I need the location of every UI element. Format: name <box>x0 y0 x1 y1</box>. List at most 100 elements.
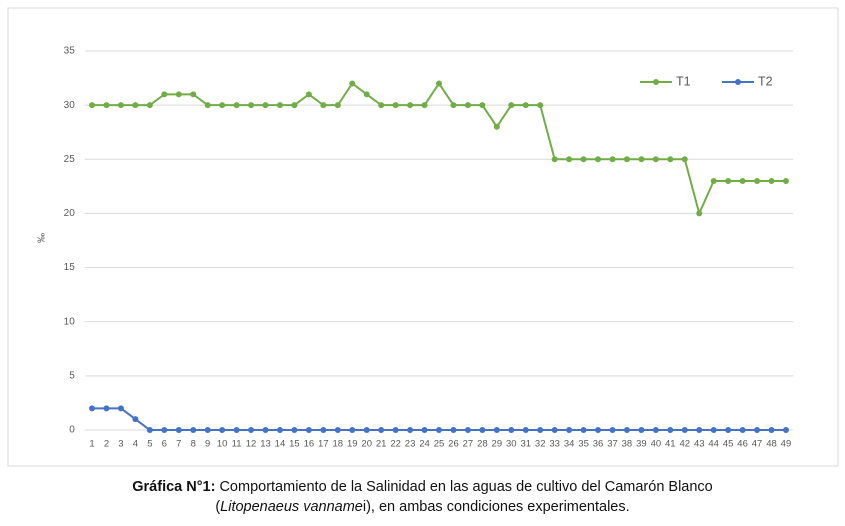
x-tick-label: 27 <box>463 439 474 450</box>
series-line <box>92 407 786 431</box>
data-point <box>276 102 283 109</box>
data-point <box>522 102 529 109</box>
data-point <box>479 102 486 109</box>
data-point <box>392 102 399 109</box>
caption-text: i), en ambas condiciones experimentales. <box>362 499 630 515</box>
data-point <box>175 427 182 433</box>
series-line <box>92 81 786 217</box>
data-point <box>638 156 645 163</box>
data-point <box>537 102 544 109</box>
caption-text: ( <box>215 499 221 515</box>
x-tick-label: 2 <box>104 439 109 450</box>
data-point <box>493 427 500 433</box>
data-point <box>464 102 471 109</box>
x-tick-label: 33 <box>549 439 560 450</box>
data-point <box>363 427 370 433</box>
data-point <box>450 427 457 433</box>
data-point <box>580 427 587 433</box>
data-point <box>117 405 124 412</box>
data-point <box>782 177 789 184</box>
data-point <box>479 427 486 433</box>
x-tick-label: 10 <box>217 439 228 450</box>
x-tick-label: 25 <box>434 439 445 450</box>
data-point <box>161 427 168 433</box>
data-point <box>595 156 602 163</box>
data-point <box>522 427 529 433</box>
data-point <box>782 427 789 433</box>
data-point <box>132 102 139 109</box>
data-point <box>363 91 370 98</box>
data-point <box>349 427 356 433</box>
data-point <box>334 427 341 433</box>
legend-marker <box>735 79 741 85</box>
x-tick-label: 42 <box>679 439 690 450</box>
x-tick-label: 20 <box>361 439 372 450</box>
data-point <box>233 102 240 109</box>
x-tick-label: 28 <box>477 439 488 450</box>
legend-marker <box>653 79 659 85</box>
data-point <box>580 156 587 163</box>
data-point <box>89 405 96 412</box>
x-tick-label: 1 <box>89 439 94 450</box>
x-tick-label: 31 <box>520 439 531 450</box>
y-axis-label: ‰ <box>37 233 48 243</box>
data-point <box>103 405 110 412</box>
caption: Gráfica N°1: Comportamiento de la Salini… <box>0 477 845 517</box>
data-point <box>667 156 674 163</box>
data-point <box>219 427 226 433</box>
y-tick-label: 30 <box>64 100 76 111</box>
data-point <box>378 427 385 433</box>
x-tick-label: 46 <box>737 439 748 450</box>
data-point <box>595 427 602 433</box>
data-point <box>421 102 428 109</box>
data-point <box>161 91 168 98</box>
x-tick-label: 39 <box>636 439 647 450</box>
data-point <box>190 91 197 98</box>
x-tick-label: 49 <box>781 439 792 450</box>
legend-label: T2 <box>758 74 773 88</box>
data-point <box>262 427 269 433</box>
x-tick-label: 48 <box>766 439 777 450</box>
data-point <box>609 427 616 433</box>
data-point <box>652 156 659 163</box>
data-point <box>566 156 573 163</box>
data-point <box>508 427 515 433</box>
data-point <box>407 102 414 109</box>
data-point <box>725 427 732 433</box>
data-point <box>638 427 645 433</box>
x-tick-label: 13 <box>260 439 271 450</box>
x-tick-label: 7 <box>176 439 181 450</box>
x-tick-label: 43 <box>694 439 705 450</box>
x-tick-label: 29 <box>492 439 503 450</box>
data-point <box>276 427 283 433</box>
data-point <box>725 177 732 184</box>
data-point <box>291 427 298 433</box>
x-tick-label: 35 <box>578 439 589 450</box>
data-point <box>219 102 226 109</box>
data-point <box>710 177 717 184</box>
x-tick-label: 11 <box>232 439 242 450</box>
data-point <box>175 91 182 98</box>
x-tick-label: 44 <box>708 439 719 450</box>
chart-frame <box>7 7 839 467</box>
data-point <box>233 427 240 433</box>
x-tick-label: 5 <box>147 439 152 450</box>
y-tick-label: 20 <box>64 208 76 219</box>
data-point <box>667 427 674 433</box>
x-tick-label: 19 <box>347 439 358 450</box>
data-point <box>551 427 558 433</box>
x-tick-label: 17 <box>318 439 329 450</box>
data-point <box>652 427 659 433</box>
caption-line: Gráfica N°1: Comportamiento de la Salini… <box>0 477 845 497</box>
data-point <box>436 427 442 433</box>
caption-line: (Litopenaeus vannamei), en ambas condici… <box>0 497 845 517</box>
data-point <box>334 102 341 109</box>
caption-text: Comportamiento de la Salinidad en las ag… <box>219 479 713 495</box>
x-tick-label: 22 <box>390 439 401 450</box>
x-tick-label: 34 <box>564 439 575 450</box>
data-point <box>291 102 298 109</box>
x-tick-label: 18 <box>333 439 344 450</box>
x-tick-label: 3 <box>118 439 123 450</box>
data-point <box>262 102 269 109</box>
